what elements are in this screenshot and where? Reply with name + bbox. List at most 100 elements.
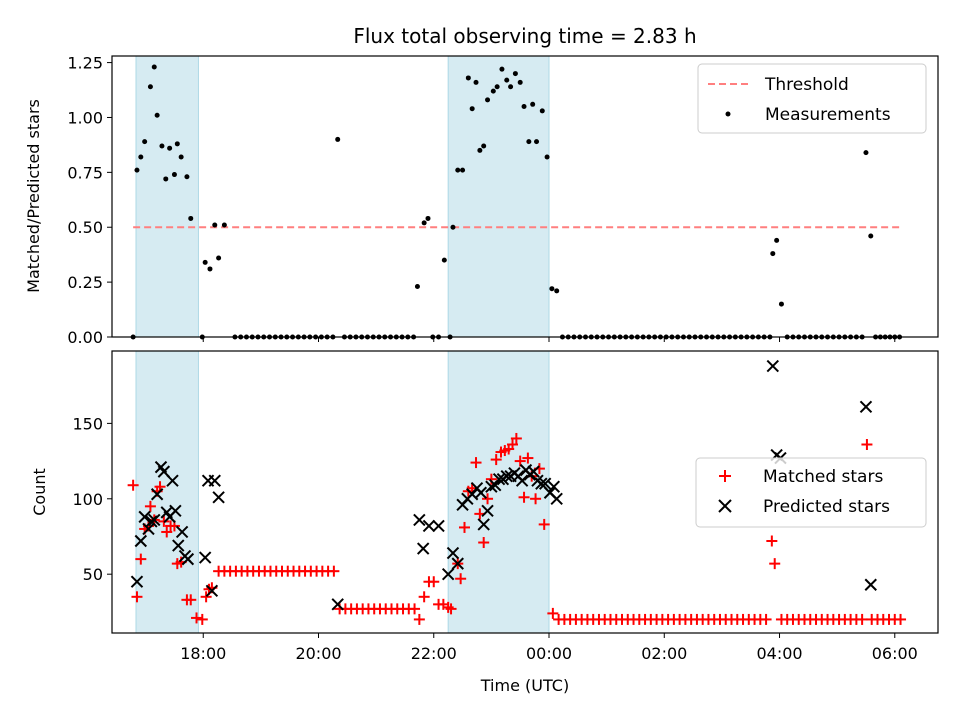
matched-star-point (538, 518, 550, 530)
predicted-star-point (169, 504, 182, 518)
matched-star-point (127, 479, 139, 491)
matched-star-point (409, 603, 421, 615)
predicted-star-point (766, 359, 780, 373)
top-axes-frame (111, 55, 939, 338)
measurement-point (202, 259, 208, 265)
matched-star-point (135, 553, 147, 565)
measurement-point (441, 257, 447, 263)
measurement-point (216, 255, 222, 261)
predicted-star-point (500, 469, 513, 483)
y-tick-label: 0.50 (67, 218, 103, 237)
matched-star-point (458, 521, 470, 533)
measurement-point (521, 103, 527, 109)
measurement-point (455, 167, 461, 173)
chart-title: Flux total observing time = 2.83 h (353, 24, 696, 48)
predicted-star-point (181, 552, 195, 566)
matched-star-point (507, 438, 519, 450)
predicted-star-point (489, 479, 502, 492)
predicted-star-point (550, 492, 563, 505)
predicted-star-point (166, 474, 179, 487)
top-y-axis-label: Matched/Predicted stars (24, 99, 43, 293)
measurement-point (167, 145, 173, 151)
x-tick-label: 02:00 (641, 644, 687, 663)
y-tick-label: 100 (72, 490, 103, 509)
matched-star-point (514, 455, 526, 467)
measurement-point (212, 222, 218, 228)
matched-star-point (490, 454, 502, 466)
measurement-point (534, 139, 540, 145)
matched-star-point (191, 612, 203, 624)
predicted-star-point (212, 491, 225, 504)
predicted-star-point (416, 542, 430, 555)
predicted-star-point (331, 598, 344, 611)
measurement-point (335, 136, 341, 142)
predicted-star-point (172, 539, 185, 552)
measurement-point (863, 150, 869, 156)
matched-star-point (510, 432, 522, 444)
y-tick-label: 150 (72, 414, 103, 433)
measurement-point (499, 66, 505, 72)
matched-star-point (161, 526, 173, 538)
predicted-star-point (477, 518, 490, 531)
measurement-point (425, 215, 431, 221)
measurement-point (188, 215, 194, 221)
predicted-star-point (481, 504, 494, 518)
y-tick-label: 0.75 (67, 163, 103, 182)
matched-star-point (200, 591, 212, 603)
measurement-point (469, 106, 475, 112)
matched-star-point (144, 500, 156, 512)
bottom-axes-frame (111, 350, 939, 634)
measurement-point (485, 97, 491, 103)
bottom-panel: 18:00 20:00 22:00 00:00 02:00 04:00 06:00 50 10… (30, 350, 939, 695)
x-tick-label: 04:00 (756, 644, 802, 663)
measurement-point (134, 167, 140, 173)
predicted-star-point (432, 519, 445, 533)
predicted-star-point (527, 465, 540, 478)
legend-predicted-swatch (718, 499, 732, 513)
x-tick-label: 20:00 (295, 644, 341, 663)
x-tick-label: 06:00 (872, 644, 918, 663)
legend-measurements-swatch (725, 111, 731, 117)
measurement-point (477, 147, 483, 153)
measurement-point (778, 301, 784, 307)
measurement-point (421, 220, 427, 226)
measurement-point (517, 79, 523, 85)
top-legend: Threshold Measurements (697, 63, 927, 134)
measurement-point (544, 154, 550, 160)
observing-interval-shade (135, 55, 199, 338)
measurement-point (549, 286, 555, 292)
measurement-point (460, 167, 466, 173)
matched-star-point (895, 613, 907, 625)
matched-star-point (769, 558, 781, 570)
measurement-point (147, 84, 153, 90)
matched-star-point (530, 493, 542, 505)
predicted-star-point (474, 486, 488, 499)
y-tick-label: 50 (83, 565, 103, 584)
matched-star-point (478, 537, 490, 549)
legend-matched-label: Matched stars (763, 467, 883, 487)
predicted-star-point (492, 472, 506, 486)
predicted-star-point (451, 557, 464, 570)
matched-star-point (482, 493, 494, 505)
legend-matched-swatch (719, 470, 731, 482)
measurement-point (508, 84, 514, 90)
measurement-point (494, 84, 500, 90)
y-tick-label: 0.00 (67, 328, 103, 347)
y-tick-label: 1.25 (67, 54, 103, 73)
matched-star-point (413, 613, 425, 625)
y-tick-label: 0.25 (67, 273, 103, 292)
matched-star-point (131, 591, 143, 603)
measurement-point (481, 143, 487, 149)
predicted-star-point (142, 522, 155, 536)
top-legend-box (697, 63, 927, 134)
measurement-point (868, 233, 874, 239)
predicted-star-point (208, 474, 221, 487)
predicted-star-point (859, 400, 873, 414)
measurement-point (539, 108, 545, 114)
observing-interval-shade (447, 55, 550, 338)
measurement-point (142, 139, 148, 145)
matched-star-point (522, 452, 534, 464)
matched-star-point (418, 591, 430, 603)
measurement-point (504, 77, 510, 83)
